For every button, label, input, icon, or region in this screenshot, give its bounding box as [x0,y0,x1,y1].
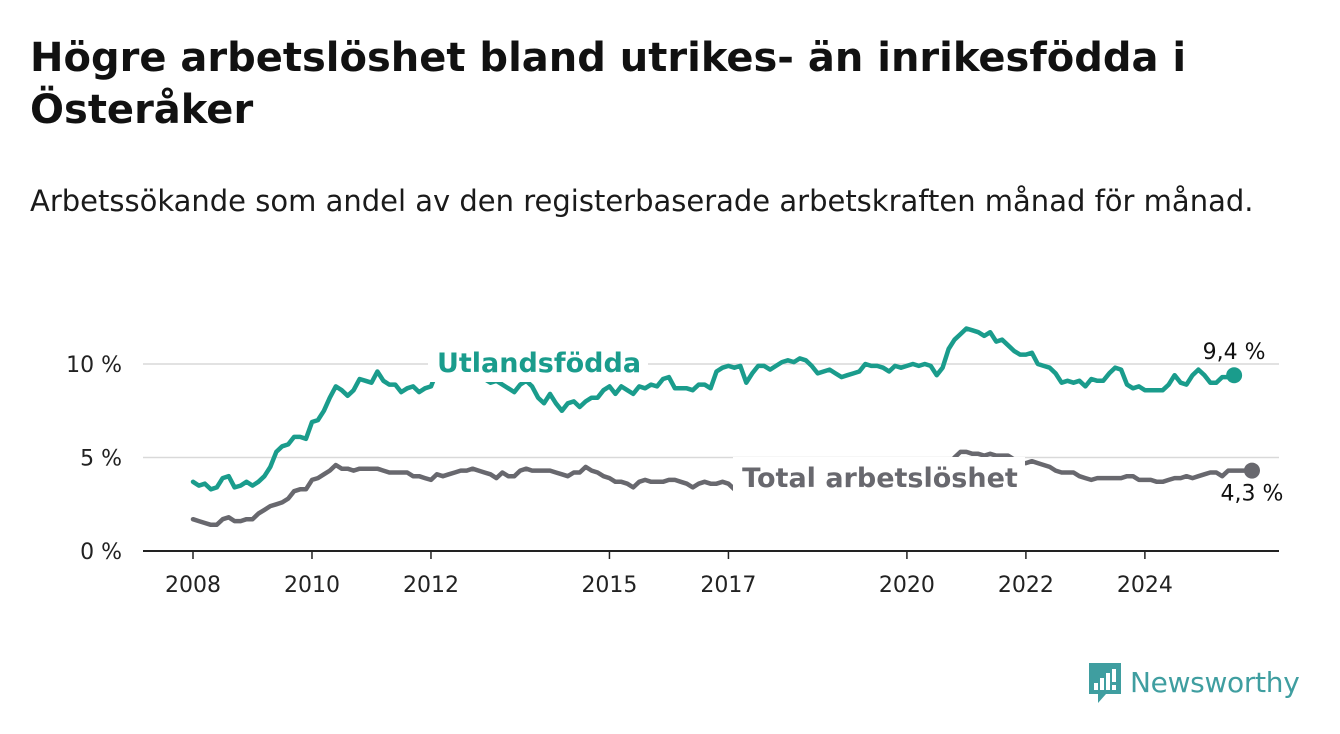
x-tick-label: 2017 [700,573,756,598]
series-line [190,449,1255,528]
series-labels: 9,4 % Utlandsfödda 4,3 % Total arbetslöshet [428,340,1284,507]
y-axis-ticks: 0 % 5 % 10 % [66,353,122,565]
x-tick-label: 2012 [403,573,459,598]
y-tick-label: 10 % [66,353,122,378]
series-end-point [1226,367,1243,384]
series-name-label: Total arbetslöshet [742,463,1018,494]
series-lines [190,326,1260,528]
grid-lines [143,363,1279,459]
y-tick-label: 5 % [80,447,122,472]
newsworthy-brand: Newsworthy [1088,660,1300,704]
chart-title: Högre arbetslöshet bland utrikes- än inr… [30,35,1187,133]
series-line [190,326,1237,492]
x-tick-label: 2010 [284,573,340,598]
series-end-label: 9,4 % [1203,340,1266,365]
series-name-label: Utlandsfödda [437,348,641,379]
x-tick-label: 2008 [165,573,221,598]
x-tick-label: 2024 [1117,573,1173,598]
brand-name: Newsworthy [1130,665,1300,699]
x-tick-label: 2022 [998,573,1054,598]
x-tick-label: 2015 [581,573,637,598]
x-axis: 2008 2010 2012 2015 2017 2020 2022 2024 [143,550,1279,598]
series-end-point [1243,462,1260,479]
series-name-backdrop [733,457,1025,497]
series-name-backdrop [428,342,648,382]
y-tick-label: 0 % [80,540,122,565]
chart-subtitle: Arbetssökande som andel av den registerb… [30,184,1254,218]
newsworthy-logo-icon [1089,663,1121,703]
x-tick-label: 2020 [879,573,935,598]
series-end-label: 4,3 % [1221,482,1284,507]
